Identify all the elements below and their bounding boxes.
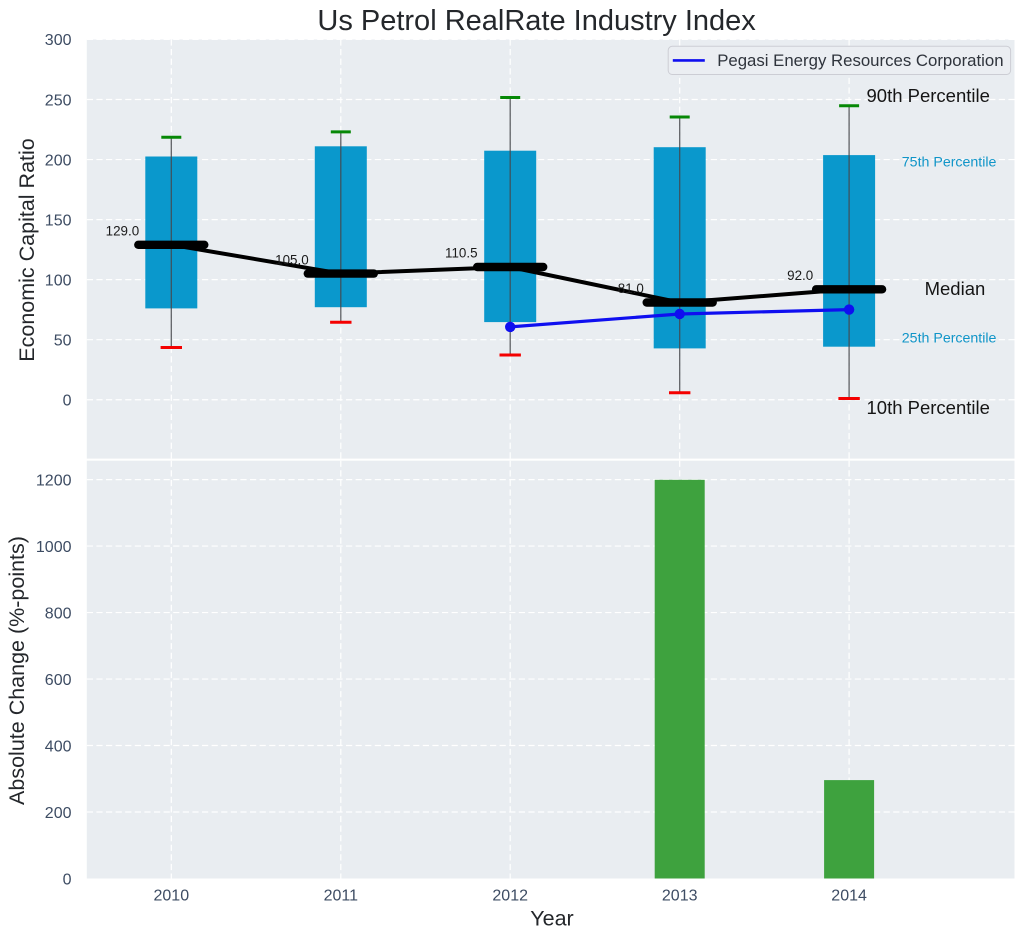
svg-text:2012: 2012 — [492, 888, 528, 905]
svg-text:Economic Capital Ratio: Economic Capital Ratio — [15, 138, 39, 362]
svg-text:2014: 2014 — [831, 888, 867, 905]
svg-text:0: 0 — [63, 871, 72, 888]
svg-text:50: 50 — [54, 333, 72, 350]
svg-text:400: 400 — [45, 738, 72, 755]
svg-text:300: 300 — [45, 32, 72, 49]
svg-text:0: 0 — [63, 393, 72, 410]
svg-text:Year: Year — [530, 906, 573, 930]
svg-text:1200: 1200 — [36, 472, 72, 489]
svg-text:Us Petrol RealRate Industry In: Us Petrol RealRate Industry Index — [317, 5, 756, 37]
svg-text:200: 200 — [45, 152, 72, 169]
svg-text:Absolute Change (%-points): Absolute Change (%-points) — [5, 536, 29, 805]
svg-text:105.0: 105.0 — [275, 252, 309, 267]
svg-text:150: 150 — [45, 212, 72, 229]
svg-text:800: 800 — [45, 605, 72, 622]
svg-text:75th Percentile: 75th Percentile — [902, 155, 997, 171]
svg-text:2010: 2010 — [154, 888, 190, 905]
svg-text:90th Percentile: 90th Percentile — [867, 85, 990, 106]
svg-text:110.5: 110.5 — [445, 246, 478, 261]
svg-text:Pegasi Energy Resources Corpor: Pegasi Energy Resources Corporation — [717, 51, 1003, 70]
svg-text:129.0: 129.0 — [106, 224, 140, 239]
svg-text:2013: 2013 — [662, 888, 698, 905]
svg-text:81.0: 81.0 — [618, 281, 644, 296]
svg-text:92.0: 92.0 — [787, 268, 813, 283]
svg-text:10th Percentile: 10th Percentile — [867, 397, 990, 418]
svg-text:1000: 1000 — [36, 539, 72, 556]
svg-text:25th Percentile: 25th Percentile — [902, 330, 997, 346]
svg-text:200: 200 — [45, 805, 72, 822]
svg-text:100: 100 — [45, 273, 72, 290]
svg-text:2011: 2011 — [324, 888, 359, 905]
svg-text:250: 250 — [45, 92, 72, 109]
svg-text:Median: Median — [925, 278, 986, 299]
svg-text:600: 600 — [45, 672, 72, 689]
